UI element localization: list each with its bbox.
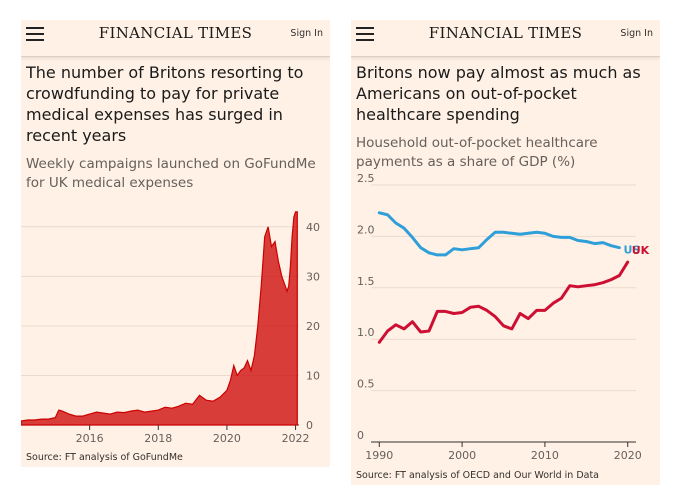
y-tick-label: 0 (306, 419, 313, 432)
y-tick-label: 10 (306, 369, 320, 382)
hamburger-menu-icon[interactable] (26, 27, 44, 41)
chart-subtitle: Weekly campaigns launched on GoFundMe fo… (26, 156, 316, 191)
x-tick-label: 1990 (365, 449, 393, 462)
us-series-label: US (623, 244, 640, 257)
chart-subtitle: Household out-of-pocket healthcare payme… (356, 135, 598, 170)
x-tick-label: 2016 (76, 432, 104, 445)
x-tick-label: 2020 (614, 449, 642, 462)
hamburger-menu-icon[interactable] (356, 27, 374, 41)
y-tick-label: 1.5 (357, 275, 375, 288)
y-tick-label: 0.5 (357, 378, 375, 391)
chart-source: Source: FT analysis of OECD and Our Worl… (356, 470, 600, 481)
ft-header: FINANCIAL TIMES Sign In (21, 20, 330, 57)
x-tick-label: 2010 (531, 449, 559, 462)
gofundme-area-chart: 0 10 20 30 40 2016 2018 2020 2022 (21, 211, 320, 445)
x-tick-label: 2022 (282, 432, 310, 445)
y-tick-label: 20 (306, 320, 320, 333)
right-article-card: FINANCIAL TIMES Sign In Britons now pay … (351, 20, 660, 485)
y-tick-label: 40 (306, 221, 320, 234)
y-tick-label: 2.0 (357, 223, 375, 236)
sign-in-link[interactable]: Sign In (290, 28, 323, 39)
masthead[interactable]: FINANCIAL TIMES (428, 24, 583, 42)
uk-series-label: UK (632, 244, 650, 257)
ft-header: FINANCIAL TIMES Sign In (351, 20, 660, 57)
y-tick-label: 2.5 (357, 172, 375, 185)
weekly-campaigns-area (21, 211, 298, 426)
x-tick-label: 2000 (448, 449, 476, 462)
left-article-card: FINANCIAL TIMES Sign In The number of Br… (21, 20, 330, 467)
chart-title: The number of Britons resorting to crowd… (26, 63, 304, 145)
uk-series-line (377, 260, 630, 344)
sign-in-link[interactable]: Sign In (620, 28, 653, 39)
y-tick-label: 0 (357, 429, 364, 442)
chart-source: Source: FT analysis of GoFundMe (26, 452, 183, 463)
y-tick-label: 30 (306, 270, 320, 283)
x-tick-label: 2020 (213, 432, 241, 445)
x-tick-label: 2018 (144, 432, 172, 445)
chart-title: Britons now pay almost as much as Americ… (356, 63, 641, 124)
masthead[interactable]: FINANCIAL TIMES (98, 24, 253, 42)
y-tick-label: 1.0 (357, 326, 375, 339)
us-series-line (377, 211, 621, 257)
